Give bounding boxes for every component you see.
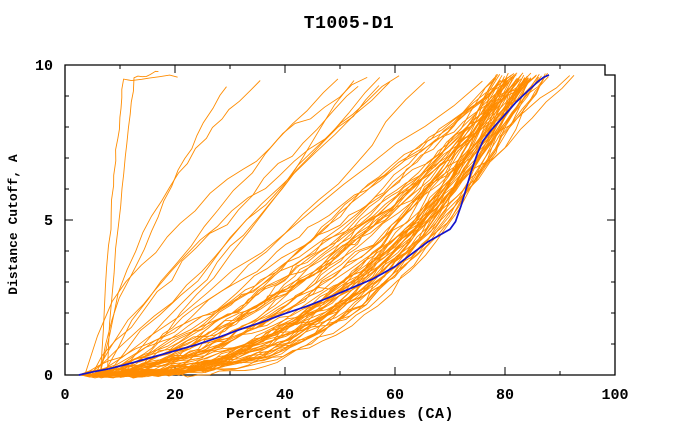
- svg-text:100: 100: [601, 387, 628, 404]
- svg-text:80: 80: [496, 387, 514, 404]
- svg-text:5: 5: [44, 213, 53, 230]
- svg-text:20: 20: [166, 387, 184, 404]
- svg-text:40: 40: [276, 387, 294, 404]
- svg-text:60: 60: [386, 387, 404, 404]
- svg-text:0: 0: [60, 387, 69, 404]
- svg-text:10: 10: [35, 58, 53, 75]
- svg-text:0: 0: [44, 368, 53, 385]
